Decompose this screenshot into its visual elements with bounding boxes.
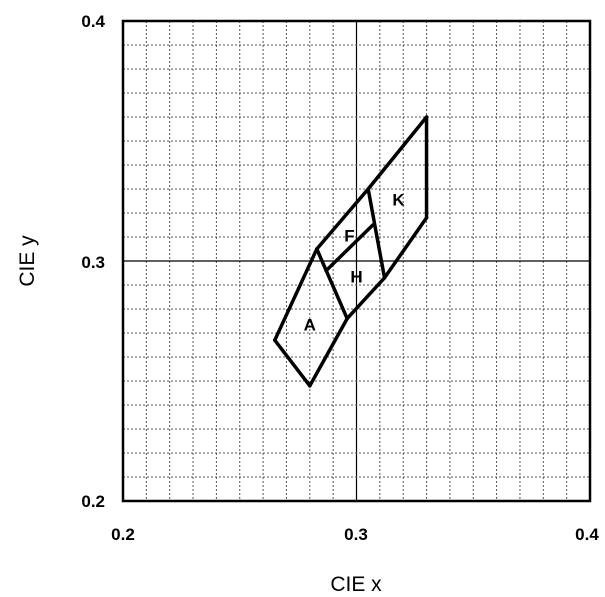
boundary-segment (315, 247, 349, 321)
region-boundaries (273, 115, 429, 388)
region-label-k: K (392, 190, 405, 209)
grid (123, 21, 590, 501)
boundary-segment (324, 223, 375, 273)
x-tick-label: 0.3 (344, 525, 368, 544)
y-tick-label: 0.3 (81, 253, 105, 272)
boundary-segment (366, 187, 387, 280)
y-axis-title: CIE y (16, 235, 39, 287)
region-labels: A F H K (304, 190, 406, 334)
boundary-segment (382, 216, 429, 280)
boundary-segment (273, 247, 319, 342)
region-label-f: F (344, 226, 354, 245)
boundary-segment (273, 338, 312, 388)
x-axis-title: CIE x (330, 573, 382, 596)
boundary-segment (308, 316, 349, 388)
boundary-segment (345, 276, 387, 321)
x-tick-label: 0.2 (111, 525, 135, 544)
y-tick-label: 0.4 (81, 12, 105, 31)
boundary-segment (315, 187, 370, 251)
plot-frame (121, 19, 592, 503)
region-label-h: H (350, 267, 362, 286)
y-tick-label: 0.2 (81, 492, 105, 511)
x-tick-label: 0.4 (575, 525, 599, 544)
boundary-segment (366, 115, 429, 191)
region-label-a: A (304, 315, 316, 334)
